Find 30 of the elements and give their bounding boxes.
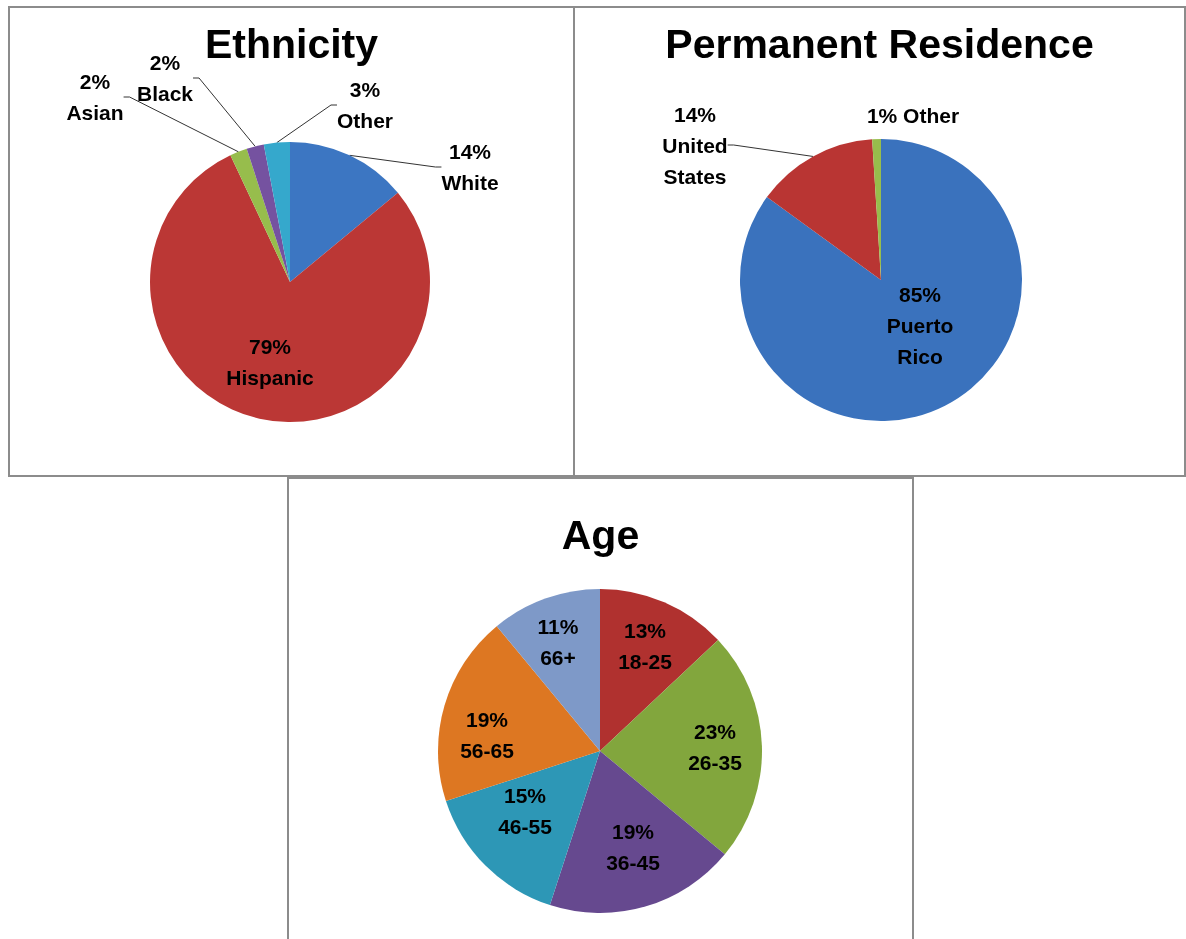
- chart-title: Permanent Residence: [665, 20, 1094, 67]
- chart-title: Ethnicity: [204, 20, 379, 67]
- slice-label: 46-55: [498, 815, 553, 838]
- slice-label: 18-25: [618, 650, 673, 673]
- slice-label: 1% Other: [866, 103, 960, 127]
- data-label: 85%: [898, 282, 942, 306]
- slice-label: Hispanic: [226, 366, 315, 389]
- data-label: 11%: [537, 615, 579, 638]
- data-label: 14%: [673, 102, 717, 126]
- data-label: 3%: [349, 78, 381, 101]
- chart-title: Age: [561, 511, 640, 558]
- slice-label: Puerto Rico: [886, 313, 954, 368]
- slice-label: United States: [662, 133, 728, 188]
- slice-label: Black: [136, 82, 194, 105]
- data-label: 13%: [623, 619, 667, 642]
- slice-label: 66+: [540, 646, 576, 669]
- data-label: 19%: [611, 820, 655, 843]
- slice-label: Other: [336, 109, 394, 132]
- data-label: 14%: [448, 140, 492, 163]
- data-label: 2%: [79, 70, 111, 93]
- slice-label: White: [441, 171, 499, 194]
- data-label: 15%: [503, 784, 547, 807]
- slice-label: 26-35: [688, 751, 743, 774]
- slice-label: Asian: [66, 101, 124, 124]
- data-label: 19%: [465, 708, 509, 731]
- slice-label: 56-65: [460, 739, 515, 762]
- data-label: 2%: [149, 51, 181, 74]
- data-label: 23%: [693, 720, 737, 743]
- data-label: 79%: [248, 335, 292, 358]
- slice-label: 36-45: [606, 851, 661, 874]
